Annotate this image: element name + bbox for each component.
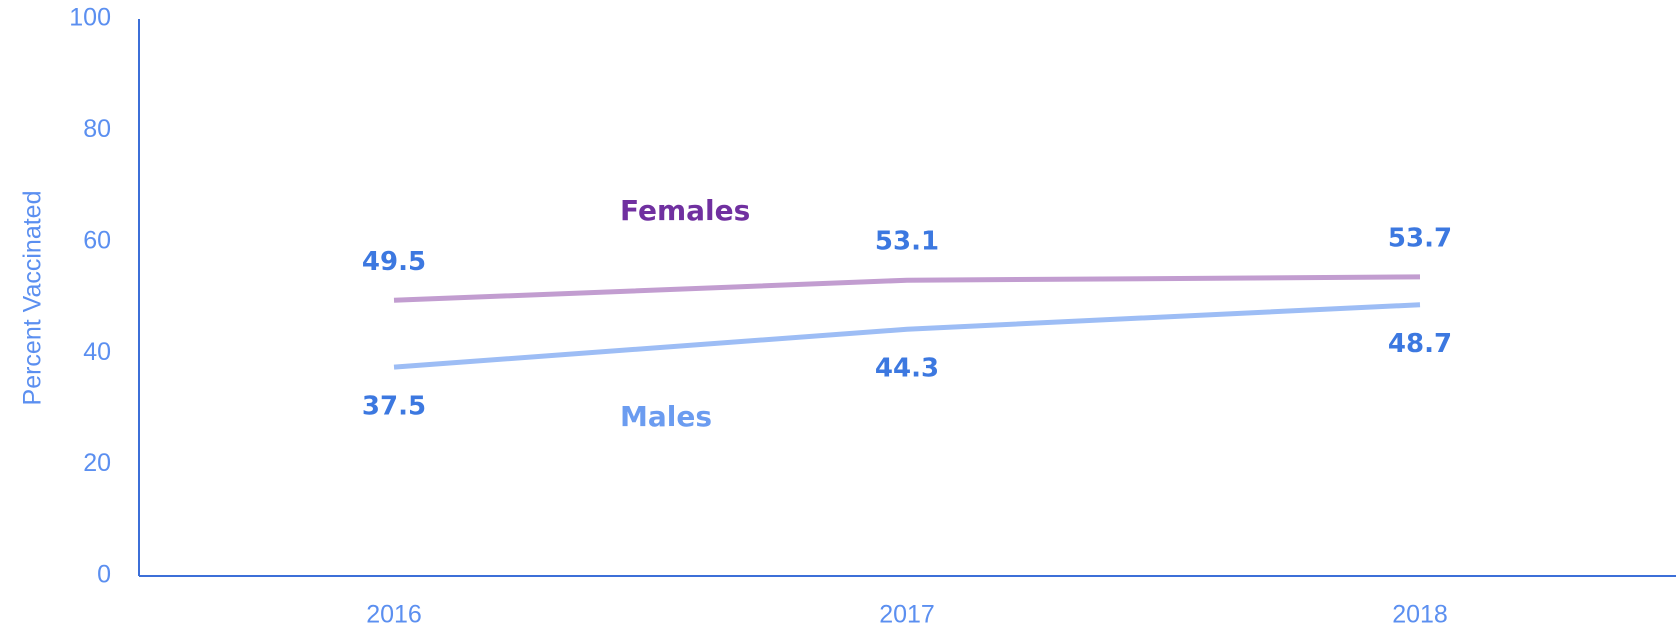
x-tick-label: 2018 — [1392, 601, 1448, 629]
y-tick-label: 40 — [83, 338, 111, 366]
x-tick-label: 2017 — [879, 601, 935, 629]
value-label: 37.5 — [362, 392, 426, 422]
value-label: 53.7 — [1388, 223, 1452, 253]
series-name: Males — [620, 400, 712, 433]
series-line — [393, 302, 1421, 370]
value-label: 44.3 — [875, 354, 939, 384]
x-tick-label: 2016 — [366, 601, 422, 629]
y-tick-label: 20 — [83, 449, 111, 477]
y-axis-title: Percent Vaccinated — [19, 191, 47, 406]
series-line — [393, 274, 1421, 303]
y-tick-label: 80 — [83, 115, 111, 143]
y-tick-label: 60 — [83, 226, 111, 254]
value-label: 48.7 — [1388, 329, 1452, 359]
y-tick-label: 100 — [69, 4, 111, 32]
y-tick-label: 0 — [97, 561, 111, 589]
value-label: 49.5 — [362, 247, 426, 277]
series-name: Females — [620, 194, 750, 227]
value-label: 53.1 — [875, 227, 939, 257]
